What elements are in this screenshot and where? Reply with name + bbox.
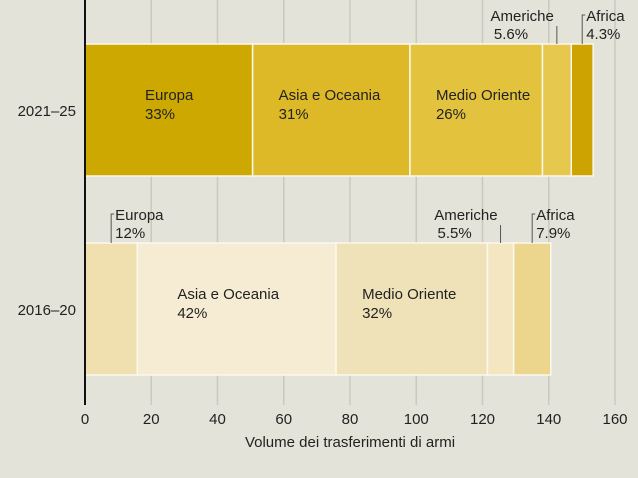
segment-pct: 4.3%: [586, 26, 620, 43]
leader-line: [531, 213, 536, 243]
x-tick-label: 0: [81, 411, 89, 428]
segment-label: Asia e Oceania: [177, 286, 279, 303]
bar-segment: [335, 242, 489, 376]
bar-segment: [570, 43, 594, 177]
x-tick-label: 120: [470, 411, 495, 428]
segment-pct: 7.9%: [536, 225, 570, 242]
segment-pct: 32%: [362, 305, 392, 322]
bar-segment: [84, 242, 139, 376]
segment-label: Americhe: [491, 8, 554, 25]
leader-line: [581, 14, 586, 44]
x-tick-label: 80: [342, 411, 359, 428]
segment-pct: 12%: [115, 225, 145, 242]
segment-label: Europa: [115, 207, 164, 224]
bar-segment: [541, 43, 573, 177]
segment-pct: 5.6%: [494, 26, 528, 43]
segment-label: Africa: [586, 8, 625, 25]
segment-label: Americhe: [434, 207, 497, 224]
bar-segment: [136, 242, 337, 376]
segment-pct: 31%: [279, 106, 309, 123]
segment-pct: 42%: [177, 305, 207, 322]
segment-pct: 5.5%: [438, 225, 472, 242]
x-tick-label: 20: [143, 411, 160, 428]
segment-label: Asia e Oceania: [279, 87, 381, 104]
x-tick-label: 60: [275, 411, 292, 428]
segment-pct: 33%: [145, 106, 175, 123]
segment-label: Africa: [536, 207, 575, 224]
x-axis-label: Volume dei trasferimenti di armi: [245, 434, 455, 451]
x-tick-label: 140: [536, 411, 561, 428]
leader-line: [110, 213, 115, 243]
bar-segment: [251, 43, 411, 177]
bar-segment: [486, 242, 515, 376]
x-tick-label: 160: [602, 411, 627, 428]
x-tick-label: 40: [209, 411, 226, 428]
segment-label: Europa: [145, 87, 194, 104]
bar-segment: [512, 242, 552, 376]
category-label: 2016–20: [18, 302, 76, 319]
segment-label: Medio Oriente: [436, 87, 530, 104]
segment-pct: 26%: [436, 106, 466, 123]
segment-label: Medio Oriente: [362, 286, 456, 303]
x-tick-label: 100: [404, 411, 429, 428]
bar-segment: [409, 43, 544, 177]
category-label: 2021–25: [18, 103, 76, 120]
